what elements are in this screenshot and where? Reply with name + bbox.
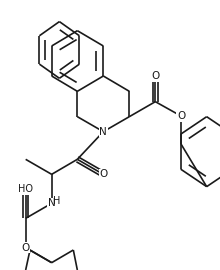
Text: O: O <box>99 169 107 179</box>
Text: HO: HO <box>18 184 33 194</box>
Text: H: H <box>53 196 61 206</box>
Text: N: N <box>48 198 55 208</box>
Text: O: O <box>151 71 160 81</box>
Text: O: O <box>177 111 185 121</box>
Text: O: O <box>22 243 30 253</box>
Text: N: N <box>99 127 107 137</box>
